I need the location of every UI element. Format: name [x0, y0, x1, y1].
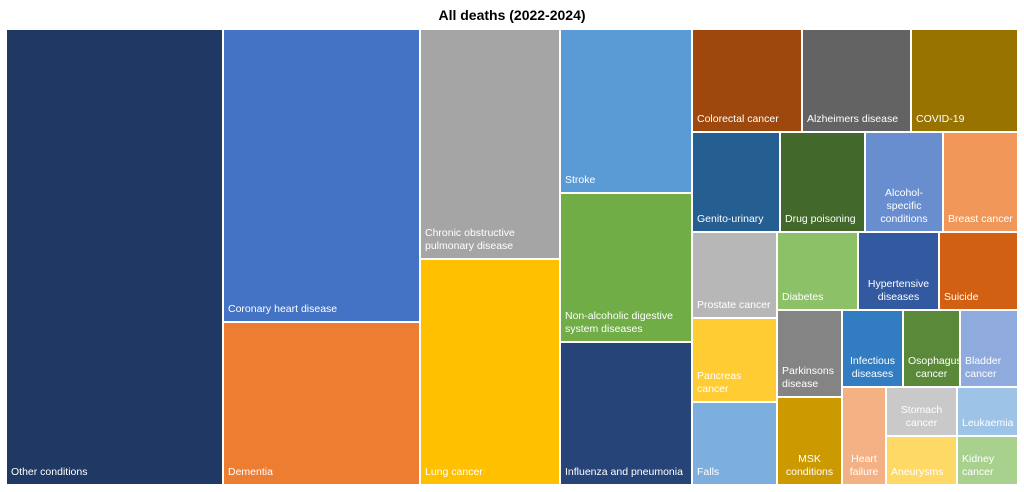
treemap-tile-parkinsons-disease: Parkinsons disease — [778, 311, 841, 396]
treemap-tile-hypertensive-diseases: Hypertensive diseases — [859, 233, 938, 309]
treemap-tile-non-alcoholic-digestive-system-diseases: Non-alcoholic digestive system diseases — [561, 194, 691, 341]
tile-label: Aneurysms — [891, 466, 944, 478]
tile-label: Parkinsons disease — [782, 365, 834, 390]
treemap-tile-msk-conditions: MSK conditions — [778, 398, 841, 484]
tile-label: Bladder cancer — [965, 355, 1002, 380]
treemap-tile-other-conditions: Other conditions — [7, 30, 222, 484]
treemap-tile-leukaemia: Leukaemia — [958, 388, 1017, 435]
treemap-tile-chronic-obstructive-pulmonary-disease: Chronic obstructive pulmonary disease — [421, 30, 559, 258]
tile-label: MSK conditions — [785, 453, 834, 478]
treemap-tile-covid-19: COVID-19 — [912, 30, 1017, 131]
treemap-tile-falls: Falls — [693, 403, 776, 484]
tile-label: Lung cancer — [425, 466, 483, 478]
tile-label: Breast cancer — [948, 213, 1013, 225]
tile-label: Suicide — [944, 291, 979, 303]
treemap-tile-coronary-heart-disease: Coronary heart disease — [224, 30, 419, 321]
tile-label: Leukaemia — [962, 417, 1014, 429]
tile-label: Osophagus cancer — [908, 355, 962, 380]
treemap-tile-heart-failure: Heart failure — [843, 388, 885, 484]
treemap-tile-stomach-cancer: Stomach cancer — [887, 388, 956, 435]
tile-label: Pancreas cancer — [697, 370, 742, 395]
treemap-tile-diabetes: Diabetes — [778, 233, 857, 309]
treemap-tile-bladder-cancer: Bladder cancer — [961, 311, 1017, 386]
tile-label: Drug poisoning — [785, 213, 856, 225]
tile-label: Coronary heart disease — [228, 303, 338, 315]
tile-label: Chronic obstructive pulmonary disease — [425, 227, 515, 252]
treemap-tile-alzheimers-disease: Alzheimers disease — [803, 30, 910, 131]
treemap-tile-osophagus-cancer: Osophagus cancer — [904, 311, 962, 386]
treemap-tile-pancreas-cancer: Pancreas cancer — [693, 319, 776, 401]
tile-label: Kidney cancer — [962, 453, 995, 478]
treemap-tile-aneurysms: Aneurysms — [887, 437, 956, 484]
tile-label: Influenza and pneumonia — [565, 466, 683, 478]
tile-label: Other conditions — [11, 466, 88, 478]
tile-label: COVID-19 — [916, 113, 965, 125]
tile-label: Alzheimers disease — [807, 113, 899, 125]
treemap-tile-stroke: Stroke — [561, 30, 691, 192]
tile-label: Falls — [697, 466, 720, 478]
tile-label: Diabetes — [782, 291, 824, 303]
tile-label: Prostate cancer — [697, 299, 771, 311]
tile-label: Genito-urinary — [697, 213, 764, 225]
tile-label: Dementia — [228, 466, 273, 478]
treemap-tile-infectious-diseases: Infectious diseases — [843, 311, 902, 386]
treemap-tile-lung-cancer: Lung cancer — [421, 260, 559, 484]
treemap-tile-alcohol-specific-conditions: Alcohol-specific conditions — [866, 133, 942, 231]
treemap-tile-genito-urinary: Genito-urinary — [693, 133, 779, 231]
tile-label: Stomach cancer — [900, 404, 943, 429]
treemap-tile-influenza-and-pneumonia: Influenza and pneumonia — [561, 343, 691, 484]
treemap-tile-prostate-cancer: Prostate cancer — [693, 233, 776, 317]
tile-label: Stroke — [565, 174, 596, 186]
treemap-tile-colorectal-cancer: Colorectal cancer — [693, 30, 801, 131]
tile-label: Infectious diseases — [850, 355, 895, 380]
chart-title: All deaths (2022-2024) — [438, 7, 586, 23]
tile-label: Colorectal cancer — [697, 113, 779, 125]
tile-label: Alcohol-specific conditions — [880, 187, 928, 225]
tile-label: Hypertensive diseases — [867, 278, 930, 303]
tile-label: Non-alcoholic digestive system diseases — [565, 310, 673, 335]
treemap-tile-drug-poisoning: Drug poisoning — [781, 133, 864, 231]
treemap-tile-dementia: Dementia — [224, 323, 419, 484]
tile-label: Heart failure — [849, 453, 879, 478]
treemap-tile-kidney-cancer: Kidney cancer — [958, 437, 1017, 484]
treemap-tile-breast-cancer: Breast cancer — [944, 133, 1017, 231]
treemap-tile-suicide: Suicide — [940, 233, 1017, 309]
